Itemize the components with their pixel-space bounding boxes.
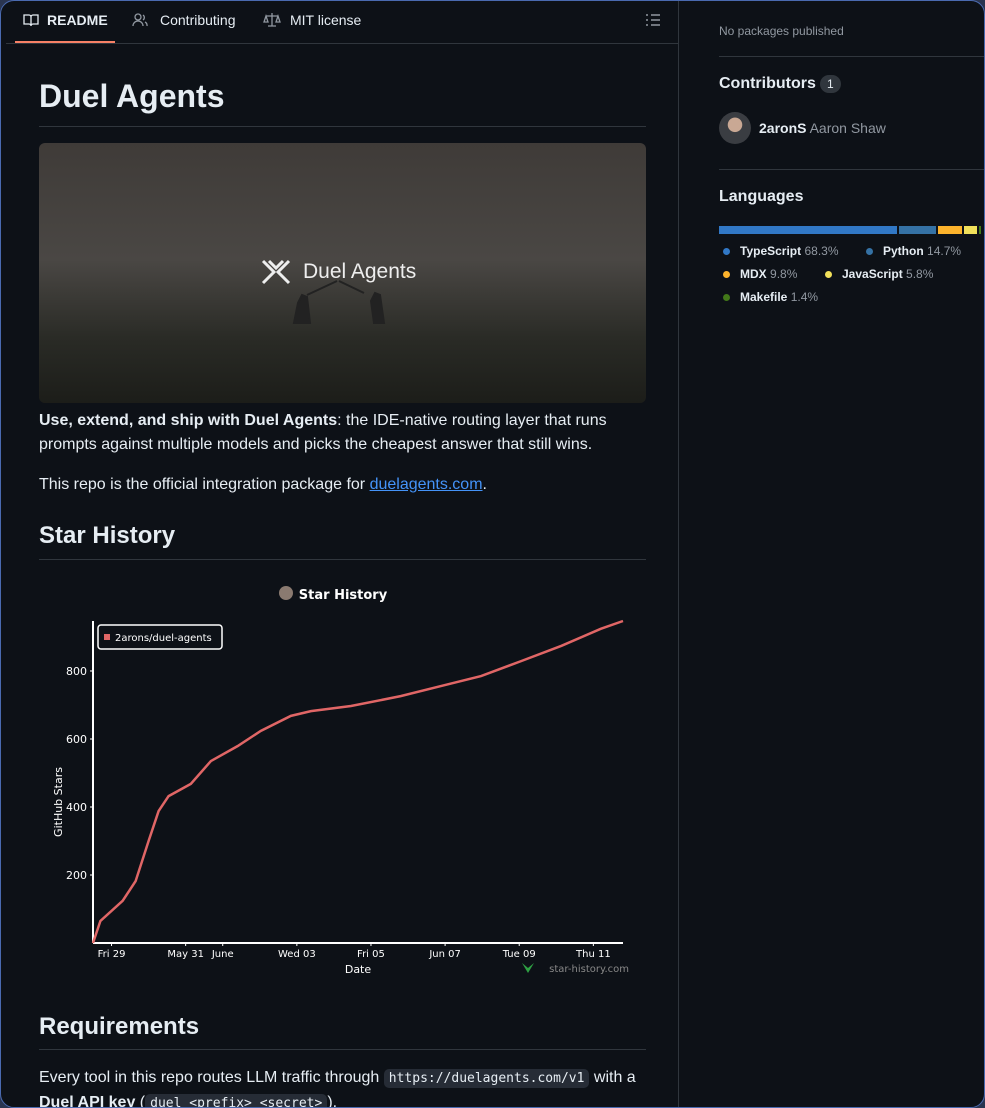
heading[interactable]: Contributors: [719, 75, 816, 92]
language-percent: 68.3%: [804, 244, 839, 258]
x-tick-label: Jun 07: [428, 949, 461, 960]
x-tick-label: Fri 05: [357, 949, 385, 960]
x-tick-label: Thu 11: [575, 949, 611, 960]
x-axis-label: Date: [345, 963, 372, 976]
divider: [6, 43, 678, 44]
tab[interactable]: README: [47, 12, 108, 28]
y-tick-label: 200: [66, 869, 87, 882]
language-bar-segment: [979, 226, 981, 234]
intro-text: : the IDE-native routing layer that runs…: [39, 412, 607, 453]
people-icon: [132, 13, 148, 27]
code: duel <prefix> <secret>: [145, 1094, 328, 1107]
language-item: TypeScript 68.3%: [723, 244, 839, 258]
text: ).: [327, 1094, 338, 1108]
logo: [261, 259, 291, 285]
tab[interactable]: Contributing: [160, 12, 236, 28]
integration: This repo is the official integration pa…: [39, 473, 487, 497]
y-tick-label: 600: [66, 733, 87, 746]
heading: Languages: [719, 188, 804, 205]
legend-box: [97, 624, 223, 650]
fencers-silhouette: [292, 280, 386, 324]
readme-title: Duel Agents: [39, 78, 225, 114]
bold: Duel API key: [39, 1094, 136, 1108]
language-name: JavaScript: [842, 267, 903, 281]
x-tick-label: Tue 09: [502, 949, 536, 960]
heading: Star History: [39, 522, 176, 549]
x-tick-label: Fri 29: [98, 949, 126, 960]
code: https://duelagents.com/v1: [383, 1069, 590, 1088]
language-bar-segment: [963, 226, 978, 234]
legend-label: 2arons/duel-agents: [115, 633, 212, 644]
star-history-chart: Star History 200 400 600 800 Fri 29 May 31 June…: [52, 586, 629, 976]
language-percent: 5.8%: [906, 267, 934, 281]
text: (: [135, 1094, 146, 1108]
language-dot: [723, 271, 730, 278]
book-icon: [23, 14, 39, 27]
divider: [39, 126, 646, 127]
avatar[interactable]: [719, 112, 751, 144]
readme-panel: [1, 1, 679, 1107]
banner-image: Duel Agents: [39, 143, 646, 403]
text: This repo is the official integration pa…: [39, 476, 370, 493]
series-line: [91, 619, 624, 944]
text: Every tool in this repo routes LLM traff…: [39, 1069, 384, 1086]
banner-text: Duel Agents: [303, 260, 417, 283]
language-dot: [825, 271, 832, 278]
x-tick-label: May 31: [167, 949, 204, 960]
divider: [719, 169, 984, 170]
login: 2aronS: [759, 120, 807, 136]
y-axis-label: GitHub Stars: [52, 767, 65, 837]
divider: [719, 56, 984, 57]
language-name: MDX: [740, 267, 767, 281]
heading: Requirements: [39, 1013, 200, 1040]
language-dot: [866, 248, 873, 255]
language-name: TypeScript: [740, 244, 802, 258]
language-bar-segment: [938, 226, 962, 234]
packages: No packages published: [719, 24, 844, 38]
language-name: Python: [883, 244, 924, 258]
language-bar-segment: [719, 226, 898, 234]
chart-title: Star History: [299, 588, 388, 603]
link[interactable]: duelagents.com: [369, 476, 483, 493]
divider: [39, 559, 646, 560]
intro: Use, extend, and ship with Duel Agents: …: [39, 409, 649, 457]
language-dot: [723, 294, 730, 301]
language-item: JavaScript 5.8%: [825, 267, 933, 281]
active-tab-indicator: [15, 41, 115, 43]
title-avatar: [279, 586, 293, 600]
language-dot: [723, 248, 730, 255]
divider: [39, 1049, 646, 1050]
full-name: Aaron Shaw: [809, 120, 886, 136]
language-item: Python 14.7%: [866, 244, 961, 258]
text: with a: [589, 1069, 636, 1086]
contributor[interactable]: 2aronS Aaron Shaw: [759, 120, 886, 136]
requirements: Every tool in this repo routes LLM traff…: [39, 1066, 654, 1108]
x-tick-label: June: [211, 949, 234, 960]
text: .: [482, 476, 487, 493]
intro-bold: Use, extend, and ship with Duel Agents: [39, 412, 338, 429]
language-item: Makefile 1.4%: [723, 290, 818, 304]
tab[interactable]: MIT license: [290, 12, 362, 28]
language-item: MDX 9.8%: [723, 267, 797, 281]
legend-swatch: [104, 634, 110, 640]
watermark-logo: [522, 963, 534, 973]
language-percent: 14.7%: [927, 244, 962, 258]
language-percent: 1.4%: [790, 290, 819, 304]
language-bar-segment: [899, 226, 937, 234]
y-tick-label: 400: [66, 801, 87, 814]
x-tick-label: Wed 03: [278, 949, 316, 960]
watermark: star-history.com: [549, 964, 629, 975]
law-icon: [263, 13, 281, 27]
language-percent: 9.8%: [770, 267, 798, 281]
y-tick-label: 800: [66, 665, 87, 678]
outline-button[interactable]: [645, 13, 661, 27]
count-badge: 1: [820, 75, 841, 93]
language-name: Makefile: [740, 290, 788, 304]
